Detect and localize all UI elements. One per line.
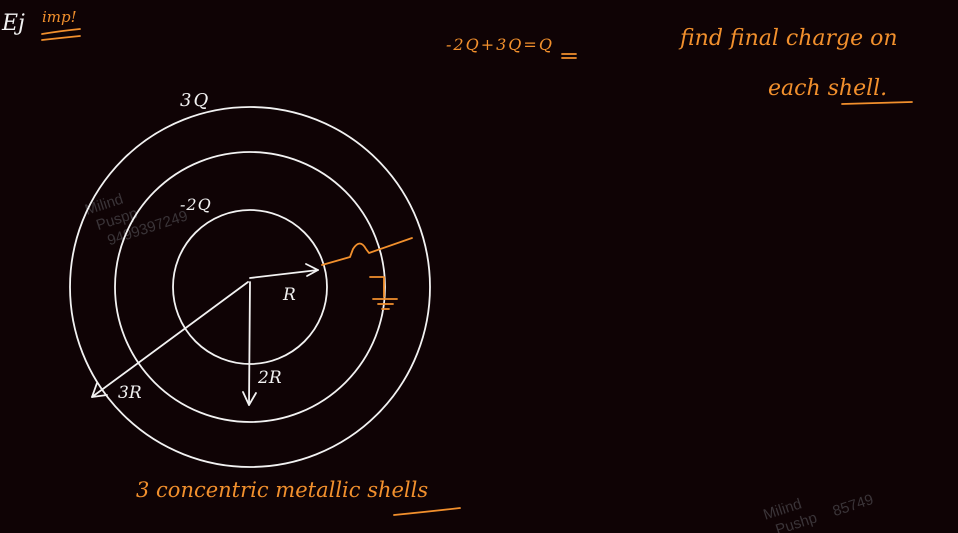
middle-shell bbox=[114, 151, 386, 423]
watermark-line: 85749 bbox=[831, 491, 876, 520]
question-line-2: each shell. bbox=[768, 76, 887, 101]
charge-equation: -2Q+3Q=Q bbox=[446, 35, 554, 54]
middle-radius-arrow bbox=[248, 281, 251, 406]
imp-note: imp! bbox=[42, 8, 77, 26]
question-line-1: find final charge on bbox=[678, 26, 898, 51]
caption-underline bbox=[393, 507, 461, 516]
imp-underline bbox=[41, 28, 81, 41]
middle-shell-charge: -2Q bbox=[180, 195, 212, 214]
outer-shell bbox=[69, 106, 431, 468]
inner-radius-label: R bbox=[282, 285, 296, 305]
equation-underline bbox=[561, 53, 577, 59]
example-mark: Ej bbox=[1, 11, 25, 36]
outer-shell-charge: 3Q bbox=[180, 90, 210, 111]
watermark: Milind Pushp 85749 bbox=[761, 491, 876, 533]
arrowhead bbox=[305, 263, 319, 277]
earthing-wire bbox=[369, 276, 385, 298]
shell-underline bbox=[841, 101, 913, 105]
inner-radius-arrow bbox=[249, 269, 319, 279]
connecting-wire bbox=[321, 237, 413, 266]
diagram-caption: 3 concentric metallic shells bbox=[136, 478, 428, 502]
outer-radius-label: 3R bbox=[118, 383, 142, 403]
arrowhead bbox=[91, 382, 108, 398]
arrowhead bbox=[242, 391, 257, 406]
ground-icon bbox=[372, 298, 398, 310]
middle-radius-label: 2R bbox=[257, 368, 282, 388]
outer-radius-arrow bbox=[91, 281, 249, 398]
